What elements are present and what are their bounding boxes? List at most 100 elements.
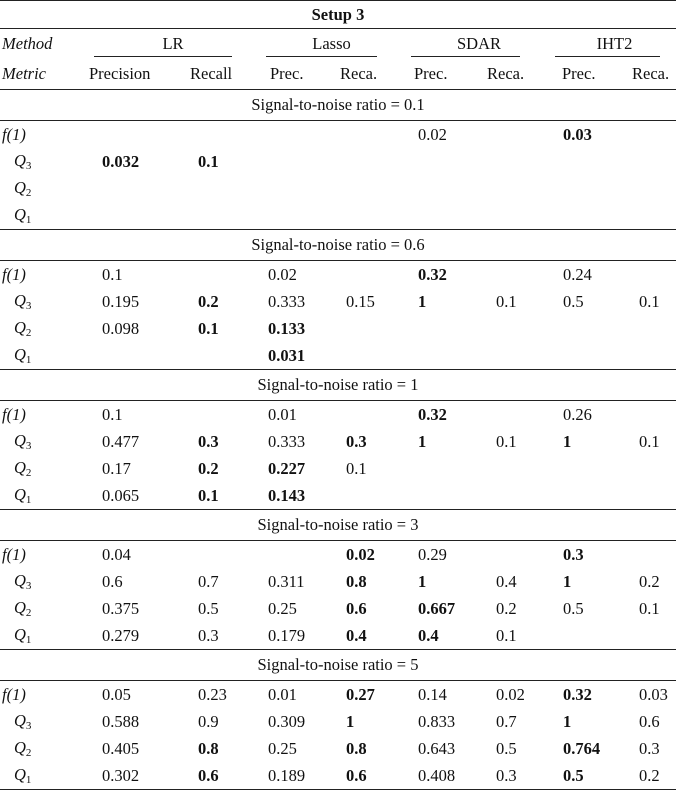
table-cell: 0.189 bbox=[258, 762, 338, 790]
table-row: Q3 0.032 0.1 bbox=[0, 148, 676, 175]
table-cell bbox=[258, 541, 338, 569]
table-cell bbox=[625, 455, 676, 482]
table-cell bbox=[480, 148, 553, 175]
table-cell bbox=[625, 261, 676, 289]
table-cell: 0.4 bbox=[338, 622, 405, 650]
table-cell bbox=[338, 202, 405, 230]
row-stat-label: Q2 bbox=[14, 598, 32, 619]
table-row: Q1 bbox=[0, 202, 676, 230]
table-cell: 0.311 bbox=[268, 571, 305, 591]
table-cell: 0.03 bbox=[563, 124, 592, 144]
metric-header: Prec. bbox=[405, 59, 480, 90]
table-cell bbox=[180, 342, 258, 370]
metric-header: Prec. bbox=[553, 59, 625, 90]
table-cell bbox=[625, 541, 676, 569]
table-cell bbox=[405, 202, 480, 230]
table-cell: 0.667 bbox=[418, 598, 456, 618]
table-row: Q1 0.302 0.6 0.189 0.6 0.408 0.3 0.5 0.2 bbox=[0, 762, 676, 790]
table-cell bbox=[625, 148, 676, 175]
table-cell: 0.195 bbox=[102, 291, 140, 311]
table-cell: 0.588 bbox=[102, 711, 140, 731]
table-row: Q1 0.279 0.3 0.179 0.4 0.4 0.1 bbox=[0, 622, 676, 650]
method-header-row: Method LR Lasso SDAR IHT2 bbox=[0, 29, 676, 60]
table-cell: 0.2 bbox=[496, 598, 517, 618]
table-cell: 0.133 bbox=[268, 318, 306, 338]
table-cell: 0.3 bbox=[198, 431, 219, 451]
table-cell bbox=[553, 342, 625, 370]
table-cell bbox=[338, 148, 405, 175]
table-cell: 0.01 bbox=[268, 684, 297, 704]
table-cell: 0.1 bbox=[102, 404, 123, 424]
table-row: Q2 0.17 0.2 0.227 0.1 bbox=[0, 455, 676, 482]
table-cell bbox=[88, 121, 180, 149]
table-row: Q3 0.477 0.3 0.333 0.3 1 0.1 1 0.1 bbox=[0, 428, 676, 455]
table-cell: 0.4 bbox=[496, 571, 517, 591]
section-header-row: Signal-to-noise ratio = 3 bbox=[0, 509, 676, 541]
row-stat-label: Q3 bbox=[14, 291, 32, 312]
method-lasso: Lasso bbox=[258, 29, 405, 60]
table-cell: 1 bbox=[418, 571, 427, 591]
table-cell bbox=[88, 202, 180, 230]
table-cell: 0.5 bbox=[563, 598, 584, 618]
table-cell bbox=[180, 541, 258, 569]
row-stat-label: f(1) bbox=[2, 684, 26, 704]
table-row: f(1) 0.1 0.02 0.32 0.24 bbox=[0, 261, 676, 289]
table-cell: 0.031 bbox=[258, 342, 338, 370]
table-cell bbox=[625, 622, 676, 650]
table-title: Setup 3 bbox=[0, 0, 676, 29]
table-cell: 0.3 bbox=[346, 431, 367, 451]
table-cell bbox=[480, 175, 553, 202]
table-cell: 0.03 bbox=[639, 684, 668, 704]
table-cell: 0.8 bbox=[346, 738, 367, 758]
table-row: Q1 0.065 0.1 0.143 bbox=[0, 482, 676, 510]
row-stat-label: f(1) bbox=[2, 544, 26, 564]
table-cell: 0.643 bbox=[418, 738, 456, 758]
table-cell: 0.01 bbox=[268, 404, 297, 424]
table-cell: 0.2 bbox=[198, 291, 219, 311]
table-cell: 0.25 bbox=[268, 738, 297, 758]
table-cell bbox=[553, 482, 625, 510]
table-cell: 0.405 bbox=[102, 738, 140, 758]
table-cell bbox=[553, 202, 625, 230]
table-cell: 0.5 bbox=[553, 762, 625, 790]
table-cell: 0.32 bbox=[418, 264, 447, 284]
row-stat-label: Q1 bbox=[0, 202, 88, 230]
table-cell: 0.3 bbox=[639, 738, 660, 758]
table-cell: 0.5 bbox=[496, 738, 517, 758]
table-cell: 0.6 bbox=[180, 762, 258, 790]
table-cell bbox=[405, 482, 480, 510]
table-cell: 0.32 bbox=[563, 684, 592, 704]
table-cell bbox=[180, 121, 258, 149]
table-cell bbox=[405, 342, 480, 370]
table-cell bbox=[405, 175, 480, 202]
table-cell: 0.4 bbox=[405, 622, 480, 650]
table-cell: 0.477 bbox=[102, 431, 140, 451]
table-cell bbox=[338, 175, 405, 202]
table-cell: 0.2 bbox=[625, 762, 676, 790]
table-cell: 0.1 bbox=[198, 318, 219, 338]
table-row: Q1 0.031 bbox=[0, 342, 676, 370]
table-cell bbox=[180, 261, 258, 289]
section-label: Signal-to-noise ratio = 1 bbox=[0, 369, 676, 401]
table-cell: 0.02 bbox=[496, 684, 525, 704]
table-cell: 1 bbox=[563, 571, 572, 591]
table-cell: 0.833 bbox=[418, 711, 456, 731]
table-cell bbox=[258, 148, 338, 175]
table-cell: 0.8 bbox=[346, 571, 367, 591]
table-cell: 0.1 bbox=[480, 622, 553, 650]
method-lr: LR bbox=[88, 29, 258, 60]
section-header-row: Signal-to-noise ratio = 1 bbox=[0, 369, 676, 401]
table-cell: 0.032 bbox=[102, 151, 140, 171]
table-cell bbox=[88, 175, 180, 202]
section-header-row: Signal-to-noise ratio = 0.6 bbox=[0, 229, 676, 261]
table-cell: 0.6 bbox=[346, 598, 367, 618]
table-cell: 1 bbox=[418, 291, 427, 311]
method-iht2: IHT2 bbox=[553, 29, 676, 60]
row-stat-label: Q1 bbox=[0, 762, 88, 790]
row-stat-label: Q3 bbox=[14, 431, 32, 452]
table-cell bbox=[553, 315, 625, 342]
table-cell: 0.7 bbox=[496, 711, 517, 731]
table-cell: 0.9 bbox=[198, 711, 219, 731]
table-cell bbox=[338, 261, 405, 289]
metric-header: Precision bbox=[88, 59, 180, 90]
